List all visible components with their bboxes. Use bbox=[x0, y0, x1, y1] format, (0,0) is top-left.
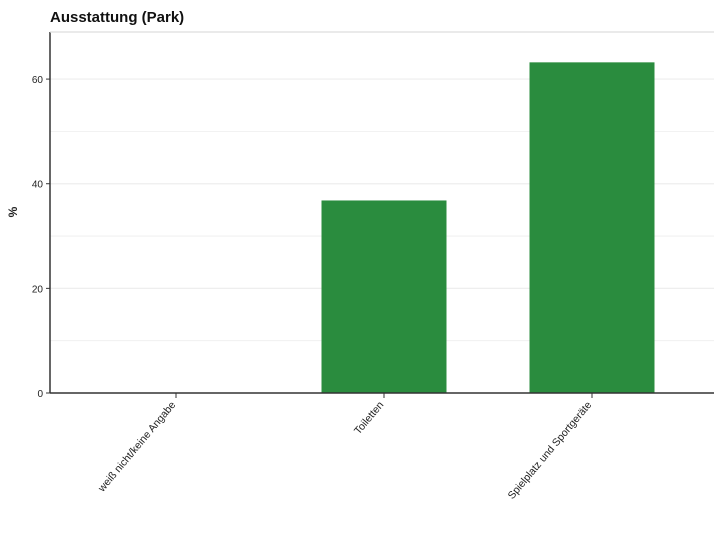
x-tick-label: Spielplatz und Sportgeräte bbox=[506, 399, 595, 502]
bar-1 bbox=[322, 200, 447, 393]
x-tick-labels: weiß nicht/keine Angabe Toiletten Spielpla… bbox=[95, 393, 594, 502]
y-axis-label: % bbox=[6, 206, 20, 217]
y-tick-label: 60 bbox=[32, 75, 44, 86]
bar-2 bbox=[530, 62, 655, 393]
y-tick-label: 20 bbox=[32, 284, 44, 295]
y-tick-label: 0 bbox=[37, 389, 43, 400]
bars bbox=[322, 62, 655, 393]
y-tick-labels: 0 20 40 60 bbox=[32, 75, 50, 400]
y-tick-label: 40 bbox=[32, 180, 44, 191]
x-tick-label: weiß nicht/keine Angabe bbox=[95, 399, 178, 495]
x-tick-label: Toiletten bbox=[352, 399, 386, 437]
